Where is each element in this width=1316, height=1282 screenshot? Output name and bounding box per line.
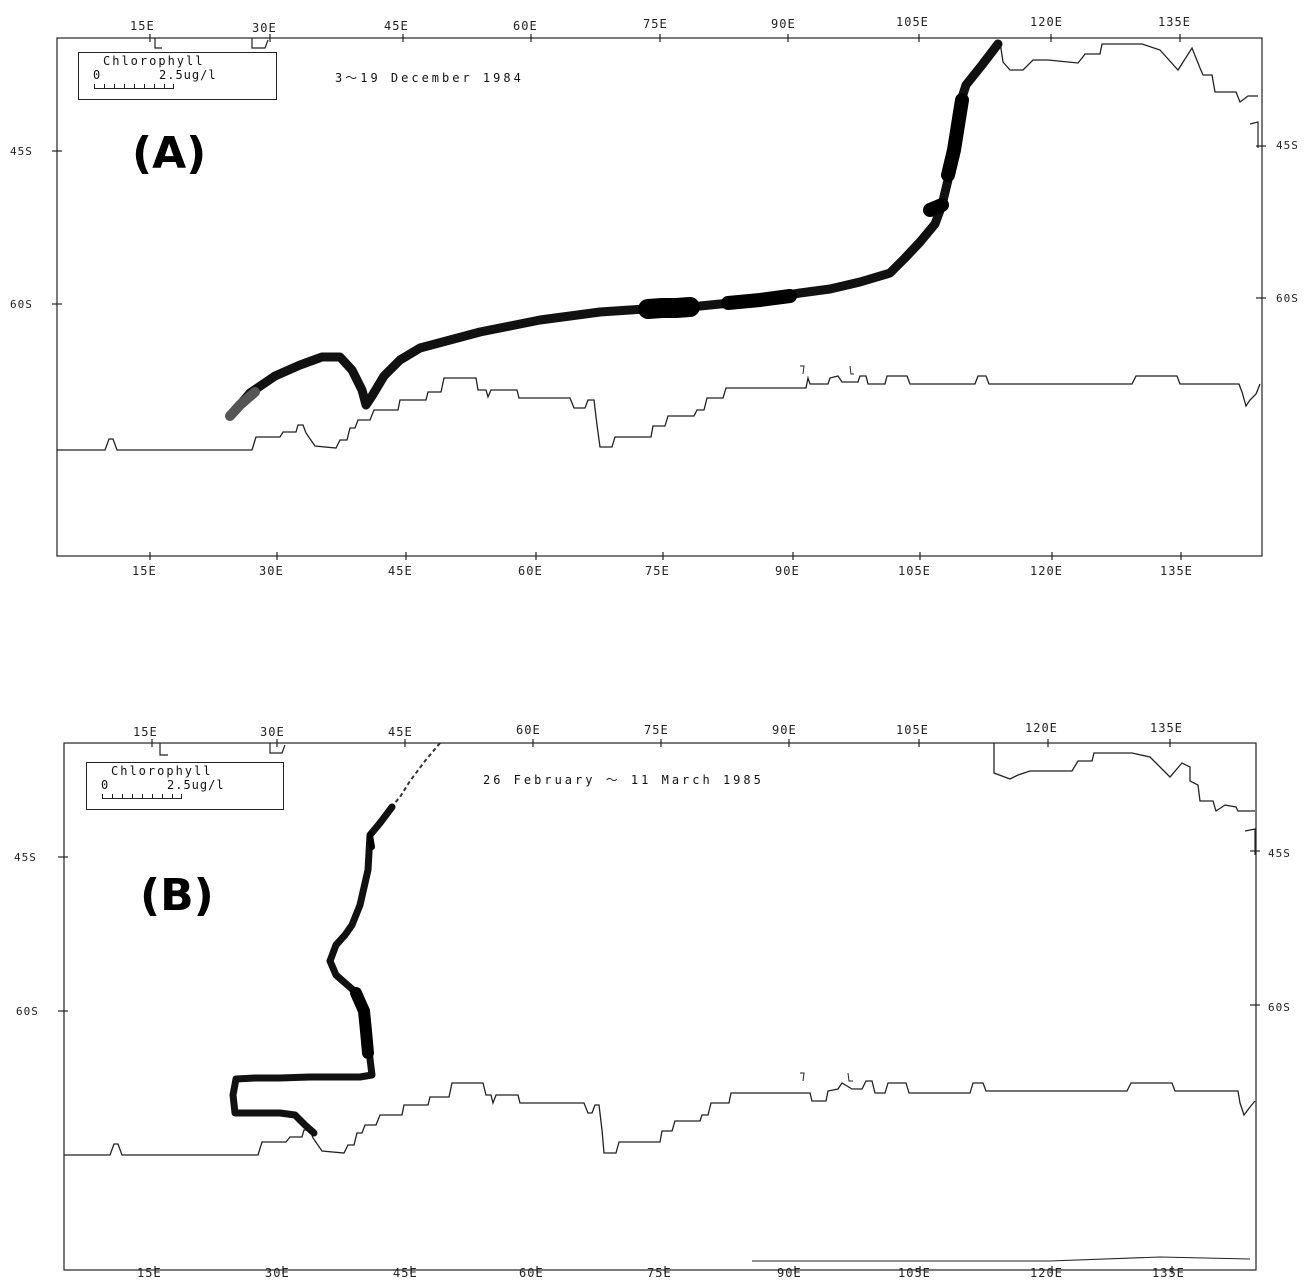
tasmania-coastline <box>1244 828 1256 855</box>
lon-label-top: 45E <box>384 19 409 33</box>
lon-label-bottom: 45E <box>388 564 413 578</box>
chlorophyll-track-a-mid <box>721 93 969 310</box>
legend-title: Chlorophyll <box>103 54 205 68</box>
legend-title: Chlorophyll <box>111 764 213 778</box>
lat-label-right: 45S <box>1268 847 1291 860</box>
lon-label-bottom: 30E <box>265 1266 290 1280</box>
lon-label-top: 30E <box>260 725 285 739</box>
map-frame <box>56 37 1263 557</box>
lon-label-bottom: 120E <box>1030 1266 1063 1280</box>
lon-label-top: 105E <box>896 15 929 29</box>
lat-tick-marks <box>52 145 1266 305</box>
lon-label-top: 60E <box>513 19 538 33</box>
antarctic-coastline <box>57 375 1261 451</box>
lon-label-top: 105E <box>896 723 929 737</box>
kerguelen-marker <box>800 1072 853 1082</box>
lon-label-bottom: 15E <box>137 1266 162 1280</box>
chlorophyll-legend: Chlorophyll 0 2.5ug/l <box>78 52 277 100</box>
lon-label-bottom: 135E <box>1152 1266 1185 1280</box>
chlorophyll-track-a <box>227 39 1003 419</box>
lon-label-top: 120E <box>1025 721 1058 735</box>
map-panel-a: 15E 30E 45E 60E 75E 90E 105E 120E 135E 1… <box>0 0 1316 590</box>
map-canvas-a: 15E 30E 45E 60E 75E 90E 105E 120E 135E 1… <box>10 15 1299 578</box>
bottom-tick-marks <box>154 1266 1173 1274</box>
lon-label-bottom: 30E <box>259 564 284 578</box>
lon-label-top: 45E <box>388 725 413 739</box>
panel-label-b: (B) <box>140 870 214 921</box>
top-tick-marks <box>149 34 1181 42</box>
lon-label-bottom: 105E <box>898 564 931 578</box>
lat-label-left: 45S <box>14 851 37 864</box>
lat-label-left: 45S <box>10 145 33 158</box>
lat-label-right: 60S <box>1268 1001 1291 1014</box>
lon-label-top: 135E <box>1158 15 1191 29</box>
map-canvas-b: 15E 30E 45E 60E 75E 90E 105E 120E 135E 1… <box>14 721 1291 1280</box>
lon-label-top: 90E <box>772 723 797 737</box>
lon-label-bottom: 60E <box>518 564 543 578</box>
legend-scale-bar <box>94 82 174 89</box>
lon-label-bottom: 60E <box>519 1266 544 1280</box>
africa-tip-marker <box>154 38 269 49</box>
lat-label-left: 60S <box>16 1005 39 1018</box>
lon-label-top: 75E <box>644 723 669 737</box>
chlorophyll-legend: Chlorophyll 0 2.5ug/l <box>86 762 284 810</box>
legend-min-label: 0 <box>101 778 110 792</box>
ice-edge-line <box>752 1256 1251 1262</box>
date-range-label: 3～19 December 1984 <box>335 71 524 85</box>
lat-label-right: 45S <box>1276 139 1299 152</box>
lon-label-bottom: 120E <box>1030 564 1063 578</box>
legend-scale-bar <box>102 792 182 799</box>
chlorophyll-track-b-heavy <box>350 987 374 1059</box>
australia-coastline <box>993 743 1255 813</box>
australia-coastline <box>999 41 1258 104</box>
chlorophyll-track-a-start <box>225 387 260 421</box>
legend-max-label: 2.5ug/l <box>159 68 217 82</box>
lon-label-bottom: 135E <box>1160 564 1193 578</box>
lon-label-top: 30E <box>252 21 277 35</box>
lon-label-top: 75E <box>643 17 668 31</box>
lon-label-top: 135E <box>1150 721 1183 735</box>
legend-min-label: 0 <box>93 68 102 82</box>
bottom-tick-marks <box>149 552 1182 560</box>
antarctic-coastline <box>64 1080 1256 1156</box>
kerguelen-marker <box>800 365 854 375</box>
chlorophyll-track-b-faint <box>387 742 441 812</box>
map-frame <box>63 742 1257 1271</box>
lon-label-top: 120E <box>1030 15 1063 29</box>
lon-label-bottom: 45E <box>393 1266 418 1280</box>
tasmania-coastline <box>1249 121 1259 148</box>
panel-label-a: (A) <box>132 128 207 179</box>
lon-label-bottom: 75E <box>647 1266 672 1280</box>
lon-label-top: 90E <box>771 17 796 31</box>
lon-label-bottom: 90E <box>777 1266 802 1280</box>
lon-label-top: 15E <box>130 19 155 33</box>
africa-tip-marker <box>159 743 286 756</box>
date-range-label: 26 February ～ 11 March 1985 <box>483 773 764 787</box>
lon-label-bottom: 75E <box>645 564 670 578</box>
lon-label-bottom: 105E <box>898 1266 931 1280</box>
lat-tick-marks <box>58 850 1260 1012</box>
legend-max-label: 2.5ug/l <box>167 778 225 792</box>
map-panel-b: 15E 30E 45E 60E 75E 90E 105E 120E 135E 1… <box>0 705 1316 1282</box>
chlorophyll-track-b-head <box>367 832 375 850</box>
lon-label-bottom: 15E <box>132 564 157 578</box>
lat-label-right: 60S <box>1276 292 1299 305</box>
top-tick-marks <box>151 739 1171 747</box>
lat-label-left: 60S <box>10 298 33 311</box>
chlorophyll-track-a-heavy <box>638 297 700 319</box>
lon-label-top: 60E <box>516 723 541 737</box>
chlorophyll-track-b <box>229 803 396 1137</box>
lon-label-bottom: 90E <box>775 564 800 578</box>
lon-label-top: 15E <box>133 725 158 739</box>
